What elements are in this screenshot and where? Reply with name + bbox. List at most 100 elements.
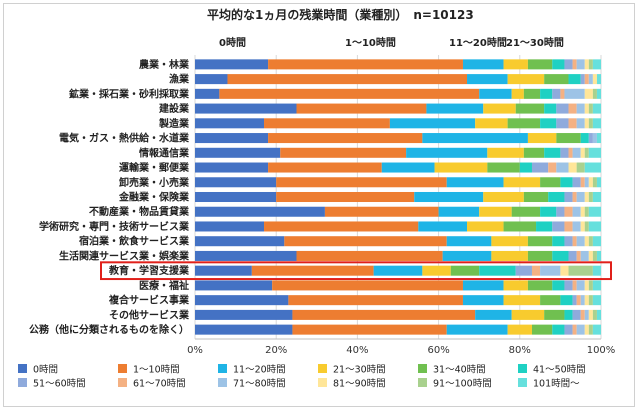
bar-segment <box>588 133 593 144</box>
bar-segment <box>264 221 419 232</box>
bar-segment <box>564 206 573 217</box>
bar-segment <box>560 177 573 188</box>
bar-segment <box>572 59 577 70</box>
bar-segment <box>462 59 504 70</box>
bar-segment <box>515 103 545 114</box>
bar-segment <box>195 236 285 247</box>
category-label: 生活関連サービス業・娯楽業 <box>59 249 190 262</box>
bar-segment <box>592 133 597 144</box>
bar-segment <box>592 88 597 99</box>
bar-segment <box>572 309 581 320</box>
bar-segment <box>556 206 565 217</box>
legend-label: 61～70時間 <box>133 379 186 390</box>
legend-swatch <box>118 378 127 387</box>
bar-segment <box>540 177 561 188</box>
bar-segment <box>592 103 601 114</box>
bar-segment <box>503 280 528 291</box>
bar-segment <box>568 250 577 261</box>
bar-segment <box>584 191 589 203</box>
bar-segment <box>511 309 545 320</box>
bar-segment <box>531 162 549 173</box>
bar-segment <box>584 280 589 291</box>
bar-segment <box>462 280 504 291</box>
bar-segment <box>450 265 480 276</box>
bar-segment <box>588 206 601 217</box>
bar-segment <box>268 133 423 144</box>
bar-segment <box>552 324 565 335</box>
bar-segment <box>491 236 528 247</box>
bar-segment <box>479 206 512 217</box>
bar-segment <box>268 59 463 70</box>
bar-segment <box>544 103 557 114</box>
bar-segment <box>588 250 593 261</box>
legend-swatch <box>418 364 427 373</box>
bar-segment <box>592 250 597 261</box>
legend-label: 31～40時間 <box>433 365 486 376</box>
bar-segment <box>596 88 601 99</box>
legend-label: 0時間 <box>33 365 58 376</box>
bar-segment <box>540 295 561 306</box>
bar-segment <box>479 265 516 276</box>
bar-segment <box>479 88 512 99</box>
bar-segment <box>572 206 581 217</box>
bar-segment <box>272 280 463 291</box>
legend-swatch <box>418 378 427 387</box>
bar-segment <box>564 236 573 247</box>
bar-segment <box>552 88 561 99</box>
bar-segment <box>540 206 557 217</box>
bar-segment <box>296 103 427 114</box>
bar-segment <box>422 133 528 144</box>
bar-segment <box>195 206 325 217</box>
bar-segment <box>406 147 488 158</box>
bar-segment <box>588 221 601 232</box>
bar-segment <box>588 280 593 291</box>
bar-segment <box>292 309 476 320</box>
bar-segment <box>195 191 277 203</box>
bar-segment <box>292 324 447 335</box>
bar-segment <box>576 324 585 335</box>
x-tick-label: 80% <box>509 345 531 356</box>
bar-segment <box>584 295 589 306</box>
bar-segment <box>576 103 585 114</box>
category-label: 複合サービス事業 <box>108 294 190 307</box>
bar-segment <box>572 280 577 291</box>
bar-segment <box>264 118 390 129</box>
top-band-label: 11～20時間 <box>449 36 507 49</box>
bar-segment <box>195 250 297 261</box>
bar-segment <box>596 74 601 85</box>
x-tick-label: 100% <box>587 345 616 356</box>
bar-segment <box>584 118 589 129</box>
bar-segment <box>195 74 228 85</box>
bar-segment <box>531 324 553 335</box>
bar-segment <box>527 236 553 247</box>
top-band-label: 0時間 <box>219 36 246 49</box>
bar-segment <box>540 118 557 129</box>
bar-segment <box>531 265 541 276</box>
category-label: 教育・学習支援業 <box>108 264 190 277</box>
bar-segment <box>584 103 589 114</box>
bar-segment <box>288 295 463 306</box>
bar-segment <box>572 147 581 158</box>
bar-segment <box>592 177 597 188</box>
bar-segment <box>536 221 553 232</box>
bar-segment <box>227 74 468 85</box>
bar-segment <box>195 133 269 144</box>
bar-segment <box>584 88 593 99</box>
x-tick-label: 0% <box>187 345 203 356</box>
bar-segment <box>491 250 528 261</box>
bar-segment <box>503 221 537 232</box>
bar-segment <box>195 177 277 188</box>
category-label: 医療・福祉 <box>139 279 189 292</box>
legend-label: 21～30時間 <box>333 365 386 376</box>
bar-segment <box>592 191 601 203</box>
bar-segment <box>540 265 561 276</box>
bar-segment <box>442 250 492 261</box>
bar-segment <box>584 236 589 247</box>
x-tick-label: 40% <box>346 345 368 356</box>
bar-segment <box>324 206 439 217</box>
legend-swatch <box>318 378 327 387</box>
bar-segment <box>523 88 541 99</box>
bar-segment <box>580 147 585 158</box>
bar-segment <box>195 221 265 232</box>
bar-segment <box>195 265 252 276</box>
